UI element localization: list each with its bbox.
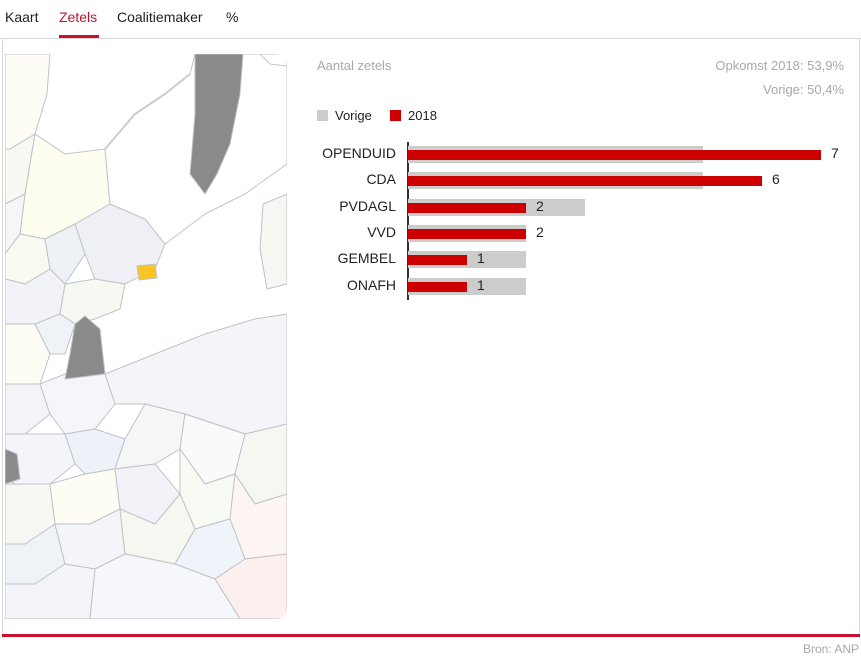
map-region (89, 553, 241, 619)
party-label: CDA (366, 171, 396, 188)
bar-2018 (408, 281, 467, 292)
bar-value-label: 2 (536, 223, 544, 240)
tab-kaart[interactable]: Kaart (5, 9, 39, 25)
bar-2018 (408, 176, 762, 187)
party-label: ONAFH (347, 276, 396, 293)
bar-2018 (408, 150, 821, 160)
chart-title: Aantal zetels (317, 58, 392, 73)
previous-turnout-label: Vorige: 50,4% (763, 82, 844, 97)
map-region (259, 193, 287, 290)
map-region (34, 313, 76, 355)
bar-value-label: 6 (772, 171, 780, 188)
content-frame (2, 39, 860, 635)
map-region (114, 403, 186, 470)
bar-value-label: 2 (536, 197, 544, 214)
footer-rule (2, 634, 860, 637)
bar-2018 (408, 202, 526, 213)
map-region (44, 223, 86, 285)
map-svg (5, 54, 287, 619)
map-region (5, 54, 51, 150)
map-region (59, 278, 126, 325)
map-region (259, 54, 287, 67)
map-highlight-municipality[interactable] (136, 263, 158, 281)
map-region-other (5, 448, 21, 485)
map-region (5, 323, 51, 385)
party-label: OPENDUID (322, 145, 396, 161)
map-region (214, 553, 287, 619)
tab-zetels[interactable]: Zetels (59, 9, 99, 38)
map-region-other (189, 54, 244, 195)
tab-coalitiemaker[interactable]: Coalitiemaker (117, 9, 203, 25)
legend-label-2018: 2018 (408, 108, 437, 123)
turnout-label: Opkomst 2018: 53,9% (715, 58, 844, 73)
map-region (5, 383, 51, 435)
tab-bar: Kaart Zetels Coalitiemaker % (0, 0, 861, 39)
legend-swatch-vorige (317, 110, 328, 121)
bar-2018 (408, 228, 526, 239)
legend-swatch-2018 (390, 110, 401, 121)
tab-percentage[interactable]: % (226, 9, 239, 25)
party-label: VVD (367, 223, 396, 240)
source-label: Bron: ANP (802, 642, 859, 656)
bar-value-label: 1 (477, 276, 485, 293)
seat-bar-chart: OPENDUID 7 CDA 6 PVDAGL 2 VVD 2 GEMBEL 1 ONAFH 1 (300, 140, 860, 305)
map-waterway (104, 73, 191, 150)
map-region (39, 373, 116, 435)
party-label: GEMBEL (337, 250, 396, 267)
map-region-other (64, 315, 106, 380)
chart-axis (407, 142, 409, 300)
map-region (104, 313, 287, 435)
municipality-map[interactable] (5, 54, 287, 619)
bar-value-label: 1 (477, 250, 485, 267)
legend-label-vorige: Vorige (335, 108, 372, 123)
bar-value-label: 7 (831, 145, 839, 161)
party-label: PVDAGL (339, 197, 396, 214)
bar-2018 (408, 255, 467, 266)
